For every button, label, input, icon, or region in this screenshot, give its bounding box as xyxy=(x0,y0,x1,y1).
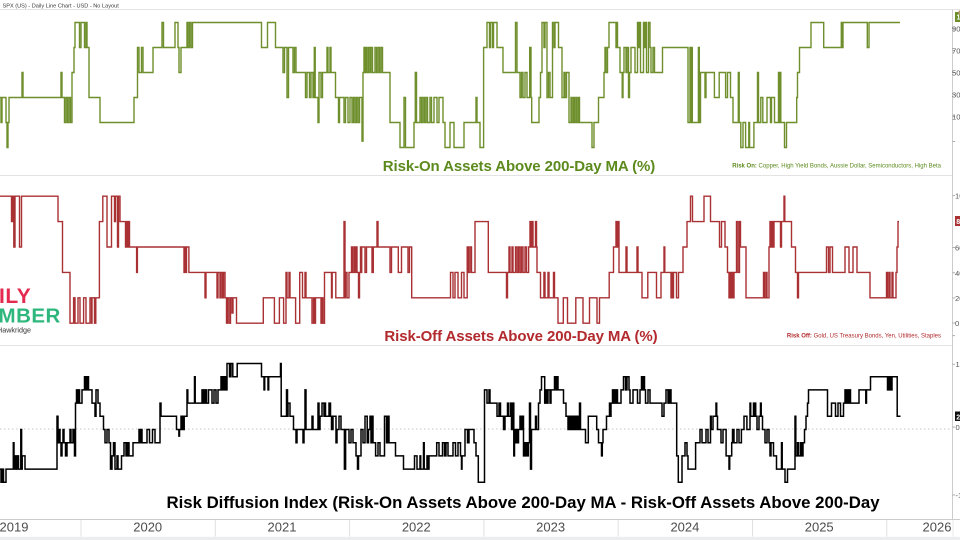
svg-text:Hawkridge: Hawkridge xyxy=(0,326,31,335)
svg-text:-1.00: -1.00 xyxy=(956,491,960,500)
svg-text:Risk Diffusion Index (Risk-On: Risk Diffusion Index (Risk-On Assets Abo… xyxy=(166,493,880,512)
svg-text:MBER: MBER xyxy=(0,305,61,328)
svg-text:SPX (US) - Daily Line Chart -: SPX (US) - Daily Line Chart - USD - No L… xyxy=(3,4,120,10)
svg-text:40: 40 xyxy=(955,269,960,278)
svg-text:2024: 2024 xyxy=(670,520,699,535)
svg-text:2019: 2019 xyxy=(0,520,28,535)
svg-text:70: 70 xyxy=(952,47,960,56)
svg-text:Risk On: Copper, High Yield Bo: Risk On: Copper, High Yield Bonds, Aussi… xyxy=(732,164,941,170)
svg-text:60: 60 xyxy=(955,244,960,253)
svg-text:Risk-On Assets Above 200-Day M: Risk-On Assets Above 200-Day MA (%) xyxy=(383,158,656,175)
svg-text:100: 100 xyxy=(957,15,960,22)
svg-text:2025: 2025 xyxy=(805,520,834,535)
svg-text:30: 30 xyxy=(952,91,960,100)
svg-text:90: 90 xyxy=(952,24,960,33)
svg-text:Risk-Off Assets Above 200-Day: Risk-Off Assets Above 200-Day MA (%) xyxy=(384,328,657,345)
svg-text:2021: 2021 xyxy=(268,520,297,535)
svg-text:0: 0 xyxy=(955,319,959,328)
svg-text:2026: 2026 xyxy=(923,520,952,535)
svg-text:0.00: 0.00 xyxy=(956,423,960,432)
svg-text:80: 80 xyxy=(956,219,960,226)
svg-text:20: 20 xyxy=(955,294,960,303)
svg-text:10: 10 xyxy=(952,113,960,122)
svg-text:20: 20 xyxy=(956,414,960,421)
svg-text:50: 50 xyxy=(952,69,960,78)
svg-text:2020: 2020 xyxy=(133,520,162,535)
svg-text:2023: 2023 xyxy=(536,520,565,535)
svg-text:2022: 2022 xyxy=(402,520,431,535)
svg-text:Risk Off: Gold, US Treasury Bo: Risk Off: Gold, US Treasury Bonds, Yen, … xyxy=(787,334,941,340)
svg-text:ILY: ILY xyxy=(0,285,31,308)
svg-text:1.00: 1.00 xyxy=(956,360,960,369)
svg-text:100: 100 xyxy=(955,192,960,201)
